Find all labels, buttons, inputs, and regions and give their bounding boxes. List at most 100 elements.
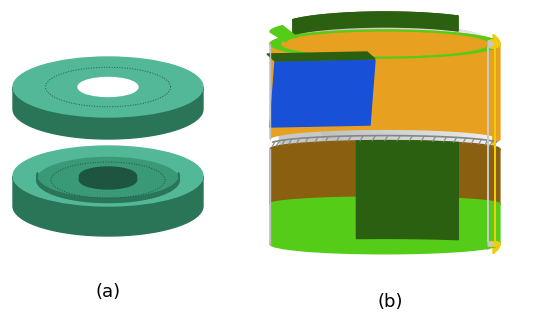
Polygon shape [480, 35, 481, 236]
Polygon shape [490, 47, 497, 48]
Polygon shape [473, 33, 474, 233]
Polygon shape [487, 38, 488, 238]
Polygon shape [453, 29, 455, 229]
Polygon shape [332, 27, 335, 227]
Polygon shape [457, 29, 459, 230]
Ellipse shape [78, 77, 138, 97]
Polygon shape [368, 25, 372, 225]
Polygon shape [357, 141, 458, 240]
Polygon shape [495, 40, 500, 247]
Polygon shape [386, 24, 389, 225]
Polygon shape [79, 167, 136, 180]
Polygon shape [357, 25, 360, 225]
Polygon shape [478, 34, 479, 235]
Polygon shape [490, 47, 496, 48]
Polygon shape [381, 24, 383, 225]
Polygon shape [421, 26, 424, 226]
Polygon shape [465, 31, 467, 231]
Polygon shape [432, 27, 435, 227]
Polygon shape [345, 26, 348, 226]
Ellipse shape [270, 234, 500, 254]
Polygon shape [469, 32, 471, 232]
Polygon shape [410, 25, 413, 225]
Polygon shape [486, 38, 487, 238]
Polygon shape [389, 24, 392, 225]
Polygon shape [430, 26, 432, 226]
Polygon shape [395, 25, 398, 225]
Polygon shape [463, 30, 465, 231]
Polygon shape [327, 27, 329, 227]
Polygon shape [418, 25, 421, 226]
Ellipse shape [37, 157, 179, 202]
Polygon shape [78, 77, 138, 109]
Polygon shape [340, 26, 343, 226]
Polygon shape [343, 26, 345, 226]
Polygon shape [401, 25, 404, 225]
Polygon shape [489, 40, 490, 240]
Ellipse shape [282, 32, 488, 56]
Polygon shape [424, 26, 427, 226]
Polygon shape [325, 28, 327, 228]
Polygon shape [493, 204, 500, 246]
Polygon shape [493, 34, 500, 254]
Polygon shape [270, 26, 297, 42]
Polygon shape [481, 36, 483, 236]
Polygon shape [440, 27, 442, 227]
Polygon shape [351, 25, 354, 226]
Polygon shape [13, 87, 203, 139]
Polygon shape [474, 33, 476, 234]
Polygon shape [404, 25, 407, 225]
Polygon shape [493, 43, 500, 142]
Polygon shape [279, 24, 492, 250]
Polygon shape [360, 25, 362, 225]
Polygon shape [267, 52, 375, 61]
Polygon shape [442, 28, 445, 228]
Polygon shape [484, 37, 485, 237]
Polygon shape [459, 30, 461, 230]
Polygon shape [435, 27, 438, 227]
Polygon shape [488, 40, 493, 246]
Polygon shape [270, 197, 499, 244]
Polygon shape [445, 28, 448, 228]
Polygon shape [335, 27, 337, 227]
Polygon shape [479, 35, 480, 235]
Polygon shape [467, 31, 469, 232]
Polygon shape [329, 27, 332, 227]
Ellipse shape [13, 146, 203, 206]
Polygon shape [366, 25, 368, 225]
Polygon shape [493, 149, 500, 206]
Polygon shape [438, 27, 440, 227]
Polygon shape [398, 25, 401, 225]
Polygon shape [270, 141, 499, 203]
Polygon shape [383, 24, 386, 225]
Polygon shape [416, 25, 418, 226]
Polygon shape [348, 25, 351, 226]
Polygon shape [485, 37, 486, 237]
Polygon shape [483, 36, 484, 237]
Polygon shape [450, 29, 453, 229]
Polygon shape [377, 24, 381, 225]
Polygon shape [337, 26, 340, 226]
Polygon shape [293, 12, 458, 22]
Polygon shape [488, 39, 489, 239]
Polygon shape [476, 34, 478, 234]
Polygon shape [407, 25, 410, 225]
Ellipse shape [13, 57, 203, 117]
Polygon shape [362, 25, 366, 225]
Polygon shape [37, 172, 179, 202]
Polygon shape [461, 30, 463, 231]
Polygon shape [372, 25, 374, 225]
Polygon shape [322, 28, 325, 228]
Polygon shape [270, 30, 499, 138]
Text: (a): (a) [95, 283, 120, 301]
Ellipse shape [79, 171, 136, 189]
Polygon shape [413, 25, 416, 225]
Text: (b): (b) [377, 293, 403, 311]
Polygon shape [13, 176, 203, 236]
Polygon shape [293, 12, 458, 35]
Polygon shape [490, 40, 497, 41]
Polygon shape [270, 60, 375, 127]
Polygon shape [448, 28, 450, 228]
Polygon shape [427, 26, 430, 226]
Polygon shape [471, 32, 473, 233]
